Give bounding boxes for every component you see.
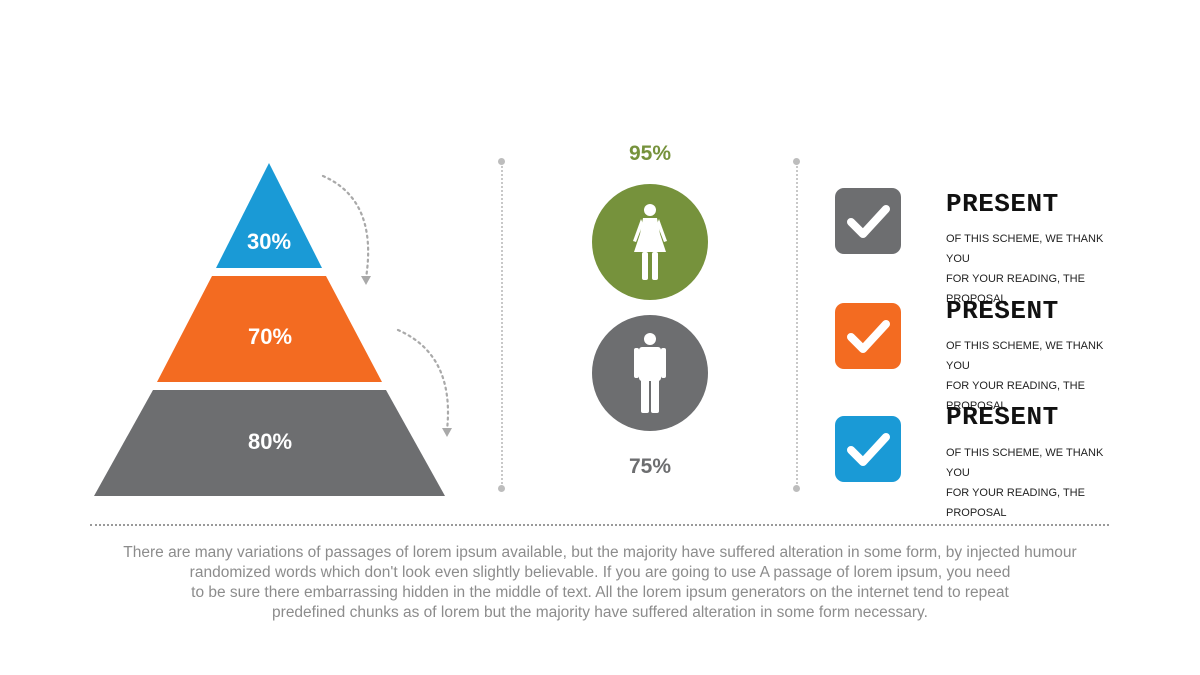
male-icon xyxy=(634,333,666,413)
checkmark-icon xyxy=(847,320,890,353)
footer-divider xyxy=(90,524,1109,526)
item-desc-line: PROPOSAL xyxy=(946,293,1007,305)
tier-label-middle: 70% xyxy=(247,324,293,349)
arrow-head-icon xyxy=(361,276,371,285)
footer-text: There are many variations of passages of… xyxy=(95,543,1105,623)
tier-label-bottom: 80% xyxy=(247,429,293,454)
item-desc-1: OF THIS SCHEME, WE THANK YOU FOR YOUR RE… xyxy=(946,229,1126,309)
item-desc-3: OF THIS SCHEME, WE THANK YOU FOR YOUR RE… xyxy=(946,443,1126,523)
divider-right-bottom-dot xyxy=(793,485,800,492)
checkmark-icon xyxy=(847,205,890,238)
pyramid-tier-middle xyxy=(157,276,382,382)
item-desc-line: PROPOSAL xyxy=(946,400,1007,412)
female-circle xyxy=(592,184,708,300)
pyramid-tier-bottom xyxy=(94,390,445,496)
item-title-2: PRESENT xyxy=(946,296,1059,326)
footer-line: to be sure there embarrassing hidden in … xyxy=(191,584,1009,601)
item-desc-line: OF THIS SCHEME, WE THANK YOU xyxy=(946,233,1104,265)
item-desc-line: PROPOSAL xyxy=(946,507,1007,519)
curved-arrow-icon xyxy=(396,328,449,432)
arrow-head-icon xyxy=(442,428,452,437)
item-desc-line: FOR YOUR READING, THE xyxy=(946,273,1085,285)
checkmark-icon xyxy=(847,433,890,466)
item-desc-line: FOR YOUR READING, THE xyxy=(946,380,1085,392)
item-desc-line: OF THIS SCHEME, WE THANK YOU xyxy=(946,447,1104,479)
pyramid-tier-top xyxy=(216,163,322,268)
check-box-1 xyxy=(835,188,901,254)
female-percent: 95% xyxy=(628,142,672,165)
item-title-3: PRESENT xyxy=(946,402,1059,432)
check-box-2 xyxy=(835,303,901,369)
female-icon xyxy=(633,204,667,280)
footer-line: There are many variations of passages of… xyxy=(123,544,1077,561)
curved-arrow-icon xyxy=(321,174,370,280)
footer-line: predefined chunks as of lorem but the ma… xyxy=(272,604,928,621)
divider-right-top-dot xyxy=(793,158,800,165)
item-desc-line: FOR YOUR READING, THE xyxy=(946,487,1085,499)
tier-label-top: 30% xyxy=(246,229,292,254)
item-desc-2: OF THIS SCHEME, WE THANK YOU FOR YOUR RE… xyxy=(946,336,1126,416)
divider-left xyxy=(501,162,503,488)
divider-left-bottom-dot xyxy=(498,485,505,492)
male-circle xyxy=(592,315,708,431)
divider-right xyxy=(796,162,798,488)
check-box-3 xyxy=(835,416,901,482)
divider-left-top-dot xyxy=(498,158,505,165)
pyramid xyxy=(94,163,452,496)
item-desc-line: OF THIS SCHEME, WE THANK YOU xyxy=(946,340,1104,372)
male-percent: 75% xyxy=(628,455,672,478)
footer-line: randomized words which don't look even s… xyxy=(189,564,1011,581)
item-title-1: PRESENT xyxy=(946,189,1059,219)
